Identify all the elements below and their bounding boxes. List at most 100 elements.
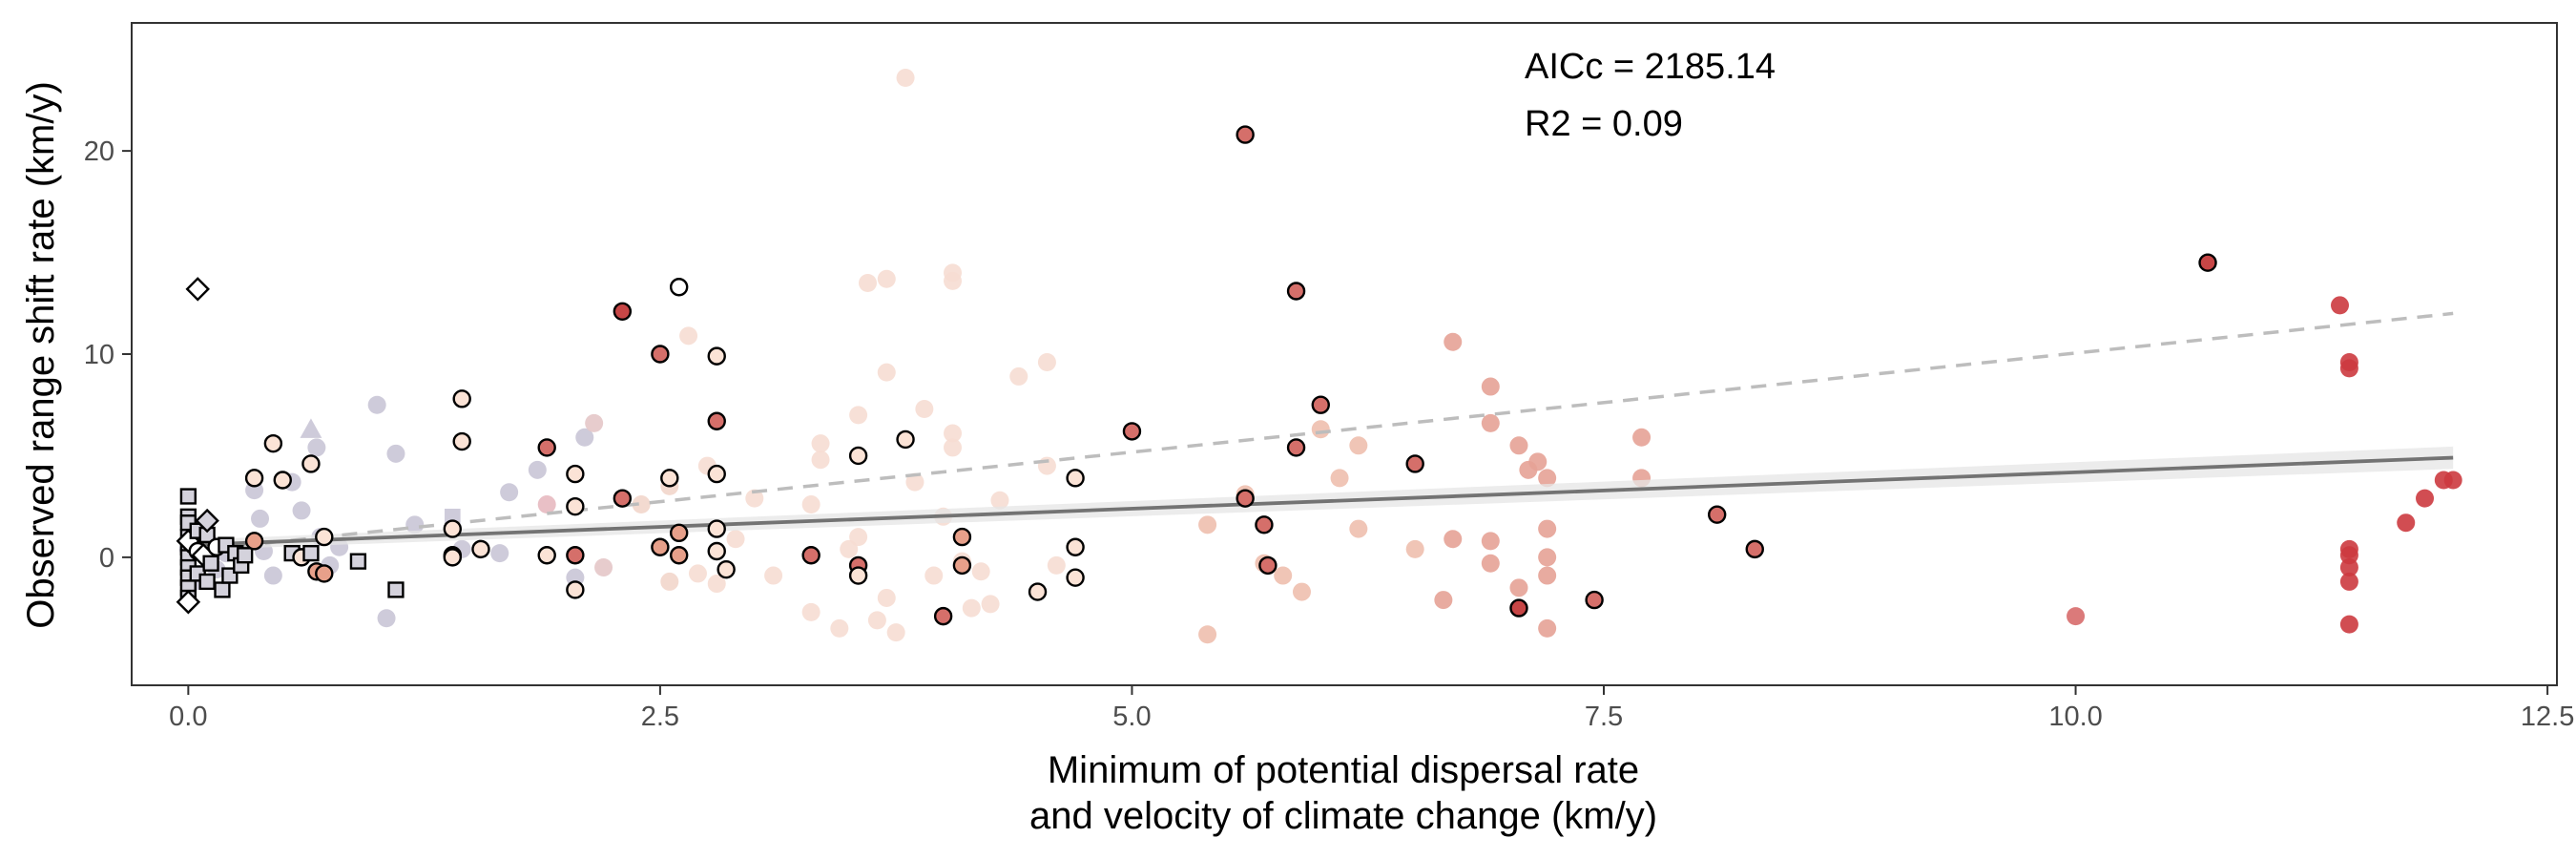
outlined-circle-point bbox=[669, 278, 689, 297]
faded-circle-point bbox=[2339, 572, 2358, 591]
faded-circle-point bbox=[386, 444, 405, 463]
faded-circle-point bbox=[962, 598, 981, 618]
outlined-square-point bbox=[202, 555, 219, 572]
faded-circle-point bbox=[886, 623, 905, 642]
outlined-diamond-point bbox=[185, 277, 210, 302]
outlined-circle-point bbox=[537, 438, 556, 457]
faded-circle-point bbox=[1330, 469, 1349, 488]
outlined-circle-point bbox=[244, 532, 264, 551]
x-tick-label: 5.0 bbox=[1112, 702, 1151, 732]
faded-circle-point bbox=[2339, 615, 2358, 634]
faded-circle-point bbox=[811, 450, 830, 470]
faded-circle-point bbox=[801, 602, 821, 621]
outlined-circle-point bbox=[263, 433, 283, 453]
faded-circle-point bbox=[944, 424, 963, 443]
faded-circle-point bbox=[2443, 471, 2462, 490]
faded-circle-point bbox=[263, 566, 282, 585]
outlined-circle-point bbox=[707, 411, 726, 430]
outlined-circle-point bbox=[801, 546, 821, 565]
plot-area bbox=[176, 68, 2462, 644]
outlined-square-point bbox=[387, 581, 405, 598]
outlined-circle-point bbox=[566, 496, 585, 516]
outlined-circle-point bbox=[613, 302, 633, 321]
faded-circle-point bbox=[307, 438, 326, 457]
outlined-circle-point bbox=[1236, 489, 1255, 508]
faded-circle-point bbox=[1444, 332, 1463, 351]
faded-circle-point bbox=[867, 611, 886, 630]
outlined-circle-point bbox=[1066, 469, 1085, 488]
faded-circle-point bbox=[1198, 515, 1217, 534]
faded-circle-point bbox=[528, 460, 547, 479]
y-tick-label: 10 bbox=[84, 340, 114, 370]
outlined-circle-point bbox=[452, 431, 471, 451]
outlined-circle-point bbox=[651, 345, 670, 364]
outlined-circle-point bbox=[1509, 598, 1528, 618]
faded-circle-point bbox=[1528, 452, 1548, 471]
faded-circle-point bbox=[1349, 436, 1368, 455]
faded-circle-point bbox=[1047, 555, 1066, 575]
outlined-circle-point bbox=[471, 539, 490, 559]
outlined-circle-point bbox=[1286, 282, 1306, 301]
outlined-circle-point bbox=[707, 346, 726, 366]
faded-circle-point bbox=[849, 406, 868, 425]
faded-circle-point bbox=[2397, 513, 2416, 533]
outlined-circle-point bbox=[1707, 505, 1727, 524]
faded-circle-point bbox=[811, 434, 830, 453]
faded-circle-point bbox=[944, 263, 963, 283]
solid-fit-line bbox=[188, 455, 2454, 548]
y-tick-label: 20 bbox=[84, 136, 114, 167]
outlined-square-point bbox=[179, 488, 197, 505]
outlined-diamond-point bbox=[195, 508, 219, 534]
faded-circle-point bbox=[2416, 489, 2435, 508]
outlined-circle-point bbox=[1236, 125, 1255, 144]
faded-circle-point bbox=[1632, 428, 1652, 447]
faded-circle-point bbox=[367, 395, 386, 414]
faded-circle-point bbox=[924, 566, 944, 585]
faded-circle-point bbox=[1405, 539, 1424, 558]
faded-circle-point bbox=[1311, 420, 1330, 439]
faded-circle-point bbox=[1509, 578, 1528, 597]
outlined-square-point bbox=[214, 581, 231, 598]
outlined-circle-point bbox=[315, 564, 334, 583]
x-tick-label: 12.5 bbox=[2521, 702, 2574, 732]
outlined-circle-point bbox=[1286, 438, 1306, 457]
faded-circle-point bbox=[1481, 554, 1500, 573]
faded-circle-point bbox=[679, 326, 698, 346]
faded-circle-point bbox=[1198, 625, 1217, 644]
faded-circle-point bbox=[1274, 566, 1293, 585]
faded-circle-point bbox=[2067, 607, 2086, 626]
faded-circle-point bbox=[575, 428, 594, 447]
faded-circle-point bbox=[971, 562, 990, 581]
faded-circle-point bbox=[764, 566, 783, 585]
faded-circle-point bbox=[896, 68, 915, 87]
x-axis-title-line-1: Minimum of potential dispersal rate bbox=[1048, 749, 1639, 791]
x-tick-label: 10.0 bbox=[2048, 702, 2102, 732]
outlined-circle-point bbox=[1122, 422, 1142, 441]
outlined-circle-point bbox=[1258, 555, 1278, 576]
faded-circle-point bbox=[1349, 519, 1368, 538]
outlined-circle-point bbox=[566, 546, 585, 565]
outlined-circle-point bbox=[1405, 454, 1424, 473]
faded-circle-point bbox=[377, 609, 396, 628]
outlined-circle-point bbox=[315, 527, 334, 547]
outlined-circle-point bbox=[933, 606, 953, 626]
x-tick-label: 0.0 bbox=[169, 702, 207, 732]
faded-circle-point bbox=[500, 483, 519, 502]
faded-circle-point bbox=[1538, 548, 1557, 567]
faded-circle-point bbox=[1538, 469, 1557, 488]
faded-circle-point bbox=[1481, 413, 1500, 432]
outlined-square-point bbox=[302, 544, 320, 562]
faded-circle-point bbox=[849, 528, 868, 547]
outlined-circle-point bbox=[244, 469, 264, 488]
outlined-circle-point bbox=[1311, 395, 1330, 414]
outlined-circle-point bbox=[717, 559, 736, 579]
faded-circle-point bbox=[405, 515, 425, 534]
faded-circle-point bbox=[537, 495, 556, 514]
faded-circle-point bbox=[915, 399, 934, 418]
faded-circle-point bbox=[1509, 436, 1528, 455]
faded-circle-point bbox=[859, 273, 878, 292]
outlined-circle-point bbox=[707, 541, 726, 561]
outlined-circle-point bbox=[707, 464, 726, 484]
faded-circle-point bbox=[2339, 546, 2358, 565]
